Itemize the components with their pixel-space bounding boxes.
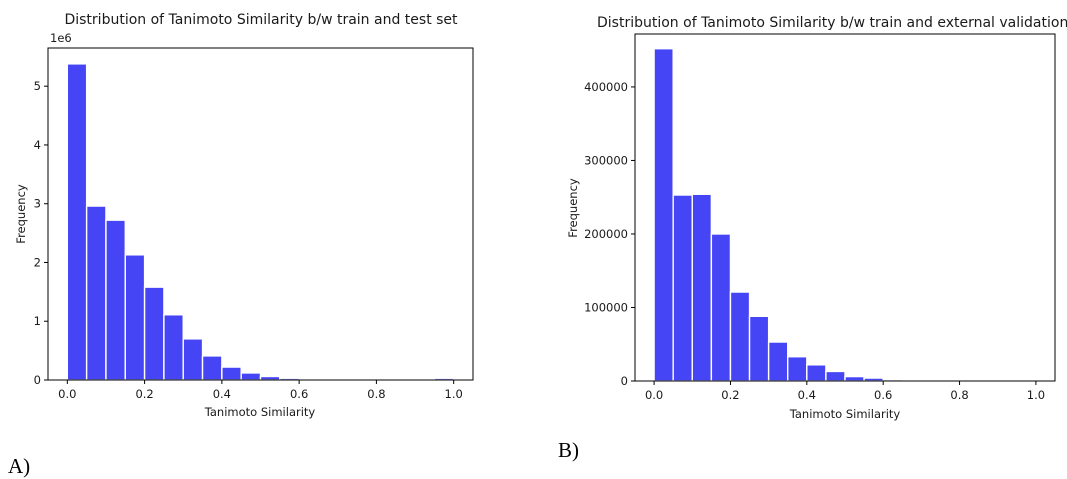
histogram-bar <box>143 286 165 381</box>
x-tick-label: 0.4 <box>798 388 816 402</box>
histogram-bar <box>182 338 204 381</box>
x-tick-label: 0.0 <box>58 387 76 401</box>
chart-train-vs-external-validation: Distribution of Tanimoto Similarity b/w … <box>566 15 1067 421</box>
y-axis-label: Frequency <box>566 178 580 238</box>
x-axis-label: Tanimoto Similarity <box>204 405 316 419</box>
y-tick-label: 3 <box>34 197 41 211</box>
x-ticks: 0.0 0.2 0.4 0.6 0.8 1.0 <box>58 380 463 401</box>
histogram-bar <box>124 254 146 381</box>
histogram-bar <box>729 291 751 382</box>
x-ticks: 0.0 0.2 0.4 0.6 0.8 1.0 <box>645 381 1045 402</box>
histogram-bar <box>710 233 732 382</box>
x-tick-label: 0.8 <box>367 387 385 401</box>
histogram-bar <box>259 375 281 381</box>
chart-train-vs-test: Distribution of Tanimoto Similarity b/w … <box>14 12 474 419</box>
histogram-bar <box>653 48 674 382</box>
plot-frame <box>47 47 474 381</box>
histogram-bar <box>825 370 846 382</box>
panel-label-b: B) <box>558 438 579 462</box>
x-axis-label: Tanimoto Similarity <box>789 407 901 421</box>
histogram-bar <box>240 372 262 381</box>
histogram-bar <box>66 63 88 381</box>
y-ticks: 0 100000 200000 300000 400000 <box>584 80 635 388</box>
histogram-bar <box>691 193 713 382</box>
x-tick-label: 0.2 <box>721 388 739 402</box>
x-tick-label: 0.8 <box>950 388 968 402</box>
y-tick-label: 100000 <box>584 300 628 314</box>
chart-title: Distribution of Tanimoto Similarity b/w … <box>64 12 458 28</box>
histogram-bar <box>787 356 808 382</box>
y-tick-label: 0 <box>34 373 41 387</box>
y-tick-label: 0 <box>621 374 628 388</box>
histogram-bar <box>85 205 107 381</box>
x-tick-label: 0.6 <box>874 388 892 402</box>
chart-title: Distribution of Tanimoto Similarity b/w … <box>597 15 1067 31</box>
y-tick-label: 5 <box>34 79 41 93</box>
y-tick-label: 1 <box>34 314 41 328</box>
y-axis-label: Frequency <box>14 184 28 244</box>
histogram-bar <box>105 219 126 381</box>
y-tick-label: 400000 <box>584 80 628 94</box>
histogram-bar <box>844 375 865 382</box>
y-tick-label: 4 <box>34 138 41 152</box>
x-tick-label: 0.2 <box>135 387 153 401</box>
x-tick-label: 1.0 <box>445 387 463 401</box>
histogram-bar <box>767 341 789 382</box>
histogram-bar <box>806 364 827 382</box>
histogram-bar <box>201 355 223 381</box>
x-tick-label: 0.6 <box>290 387 308 401</box>
y-tick-label: 200000 <box>584 227 628 241</box>
histogram-bar <box>163 314 184 381</box>
y-tick-label: 2 <box>34 255 41 269</box>
histogram-bar <box>221 366 242 381</box>
panel-label-a: A) <box>8 454 30 478</box>
bars <box>653 48 1037 382</box>
y-offset-text: 1e6 <box>50 31 72 45</box>
histogram-bar <box>672 194 693 382</box>
y-ticks: 0 1 2 3 4 5 <box>34 79 48 387</box>
x-tick-label: 0.4 <box>213 387 231 401</box>
x-tick-label: 1.0 <box>1027 388 1045 402</box>
plot-frame <box>634 33 1056 382</box>
bars <box>66 63 455 381</box>
histogram-bar <box>748 315 770 382</box>
y-tick-label: 300000 <box>584 153 628 167</box>
x-tick-label: 0.0 <box>645 388 663 402</box>
